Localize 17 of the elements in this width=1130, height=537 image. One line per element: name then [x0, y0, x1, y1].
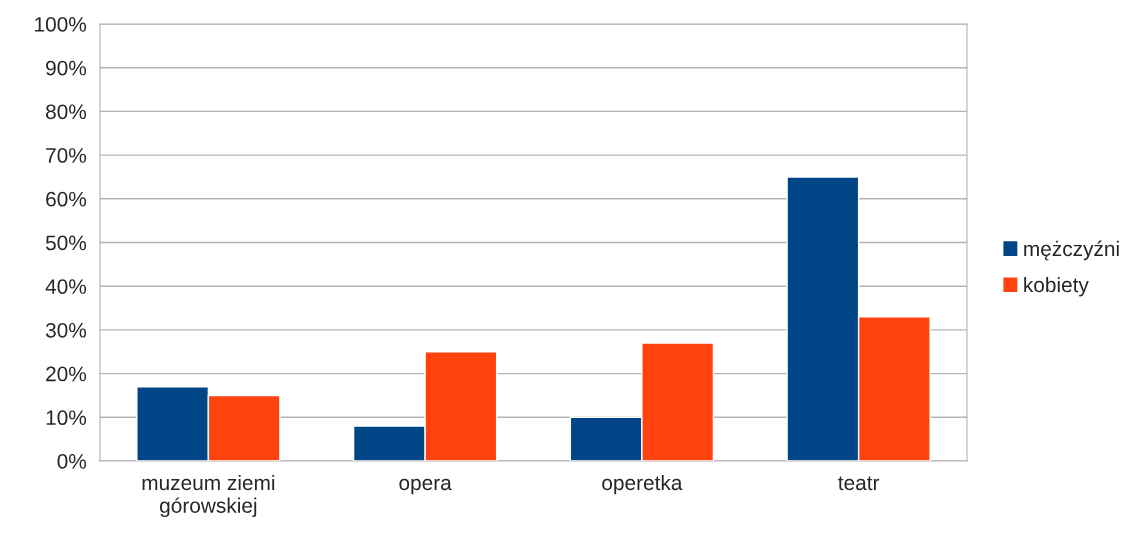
y-tick-label: 50% [45, 235, 87, 251]
y-tick-label: 80% [46, 104, 87, 120]
x-tick-label: muzeum ziemi górowskiej [142, 474, 275, 518]
x-tick-label: operetka [602, 474, 683, 495]
y-tick-label: 70% [46, 148, 87, 163]
x-tick-label: teatr [838, 476, 880, 491]
y-tick-label: 60% [46, 191, 87, 207]
y-tick-label: 100% [35, 17, 87, 32]
y-tick-label: 20% [46, 366, 87, 382]
y-tick-label: 10% [46, 410, 87, 426]
y-tick-label: 0% [57, 454, 87, 469]
y-tick-label: 90% [46, 60, 87, 76]
y-tick-label: 40% [45, 279, 87, 294]
y-tick-label: 30% [45, 322, 87, 338]
legend-label: kobiety [1024, 276, 1089, 297]
legend-label: mężczyźni [1024, 240, 1119, 261]
x-tick-label: opera [399, 478, 452, 495]
